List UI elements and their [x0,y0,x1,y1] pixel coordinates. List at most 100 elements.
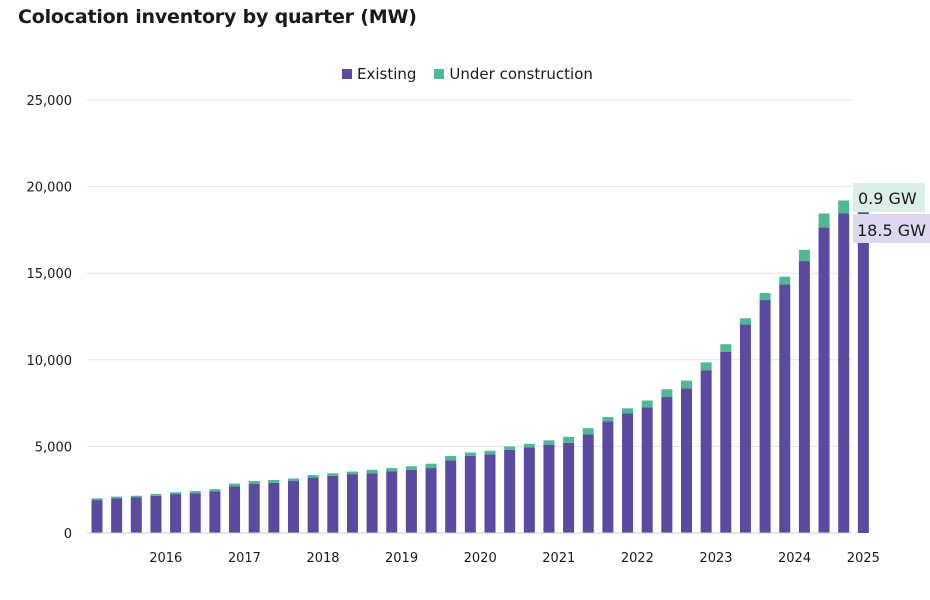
legend-item-under-construction: Under construction [434,65,593,83]
bar-under-construction [386,468,398,472]
bar-existing [720,352,732,533]
bar-under-construction [464,452,476,456]
bar-under-construction [504,446,516,450]
bar-existing [189,493,201,533]
legend-swatch-under-construction [434,69,445,79]
bar-under-construction [405,466,417,470]
legend-item-existing: Existing [342,65,416,83]
bar-under-construction [445,455,457,461]
bar-under-construction [111,496,123,499]
x-tick-label: 2021 [542,551,575,566]
legend-swatch-existing [342,69,352,79]
bar-under-construction [150,494,162,496]
bar-existing [288,481,299,533]
bar-under-construction [641,400,653,408]
bar-existing [779,284,791,533]
bar-existing [209,491,221,533]
x-tick-label: 2016 [149,551,182,566]
bar-existing [563,442,575,533]
y-tick-label: 25,000 [27,94,73,109]
bar-existing [346,474,358,533]
bar-existing [229,486,241,533]
bar-existing [857,212,869,533]
bar-existing [641,407,653,533]
bar-under-construction [661,389,673,398]
bar-under-construction [720,344,732,353]
bar-under-construction [288,478,299,482]
bar-existing [504,449,516,533]
bar-existing [327,475,339,533]
bar-existing [739,324,751,533]
y-tick-label: 0 [64,527,72,542]
bar-existing [366,473,378,533]
bar-existing [425,468,437,533]
bar-under-construction [130,495,142,498]
callout-box-existing [853,214,930,243]
x-tick-label: 2018 [306,551,339,566]
bar-existing [484,454,496,533]
bar-under-construction [681,380,692,389]
y-tick-label: 5,000 [35,440,72,455]
bar-under-construction [484,450,496,455]
bar-existing [818,227,830,533]
y-tick-label: 15,000 [27,267,73,282]
bar-under-construction [425,463,437,469]
chart-legend: Existing Under construction [342,64,611,84]
bar-under-construction [189,491,201,494]
bar-existing [681,388,692,533]
x-tick-label: 2024 [778,551,811,566]
bar-under-construction [229,483,241,487]
bar-existing [582,434,594,533]
bar-under-construction [779,276,791,285]
bar-existing [464,455,476,533]
bar-under-construction [248,481,260,484]
bar-existing [543,444,555,533]
bar-existing [798,261,810,533]
bar-under-construction [91,498,103,501]
callout-box-under-construction [853,183,925,212]
bar-under-construction [622,408,634,414]
bar-under-construction [523,443,535,448]
bar-existing [445,460,457,533]
callout-under-construction: 0.9 GW [858,189,917,208]
y-tick-label: 20,000 [27,181,73,196]
bar-existing [386,471,398,533]
bar-under-construction [307,474,319,478]
bar-under-construction [700,362,712,371]
bar-under-construction [346,471,358,475]
bar-under-construction [798,249,810,262]
bar-existing [91,500,103,533]
bar-existing [622,413,634,533]
bar-under-construction [759,293,771,301]
bar-existing [170,494,182,533]
y-tick-label: 10,000 [27,354,73,369]
legend-label-existing: Existing [357,65,417,83]
x-tick-label: 2025 [847,551,880,566]
x-tick-label: 2023 [699,551,732,566]
bar-existing [661,397,673,533]
bar-under-construction [366,469,378,474]
bar-under-construction [543,440,555,445]
bar-existing [307,477,319,533]
bar-under-construction [602,416,614,422]
bar-under-construction [739,318,751,325]
x-tick-label: 2022 [621,551,654,566]
callout-existing: 18.5 GW [857,221,926,240]
x-tick-label: 2017 [228,551,261,566]
x-tick-label: 2019 [385,551,418,566]
bar-under-construction [582,428,594,435]
bar-under-construction [268,480,280,483]
bar-existing [405,469,417,533]
bar-existing [111,498,123,533]
bar-under-construction [170,492,182,495]
bar-existing [602,421,614,533]
bar-existing [700,370,712,533]
bar-under-construction [209,489,221,492]
legend-label-under-construction: Under construction [449,65,593,83]
bar-under-construction [563,436,575,443]
bar-existing [130,497,142,533]
bar-existing [523,447,535,533]
bar-under-construction [327,473,339,476]
bar-existing [759,300,771,533]
